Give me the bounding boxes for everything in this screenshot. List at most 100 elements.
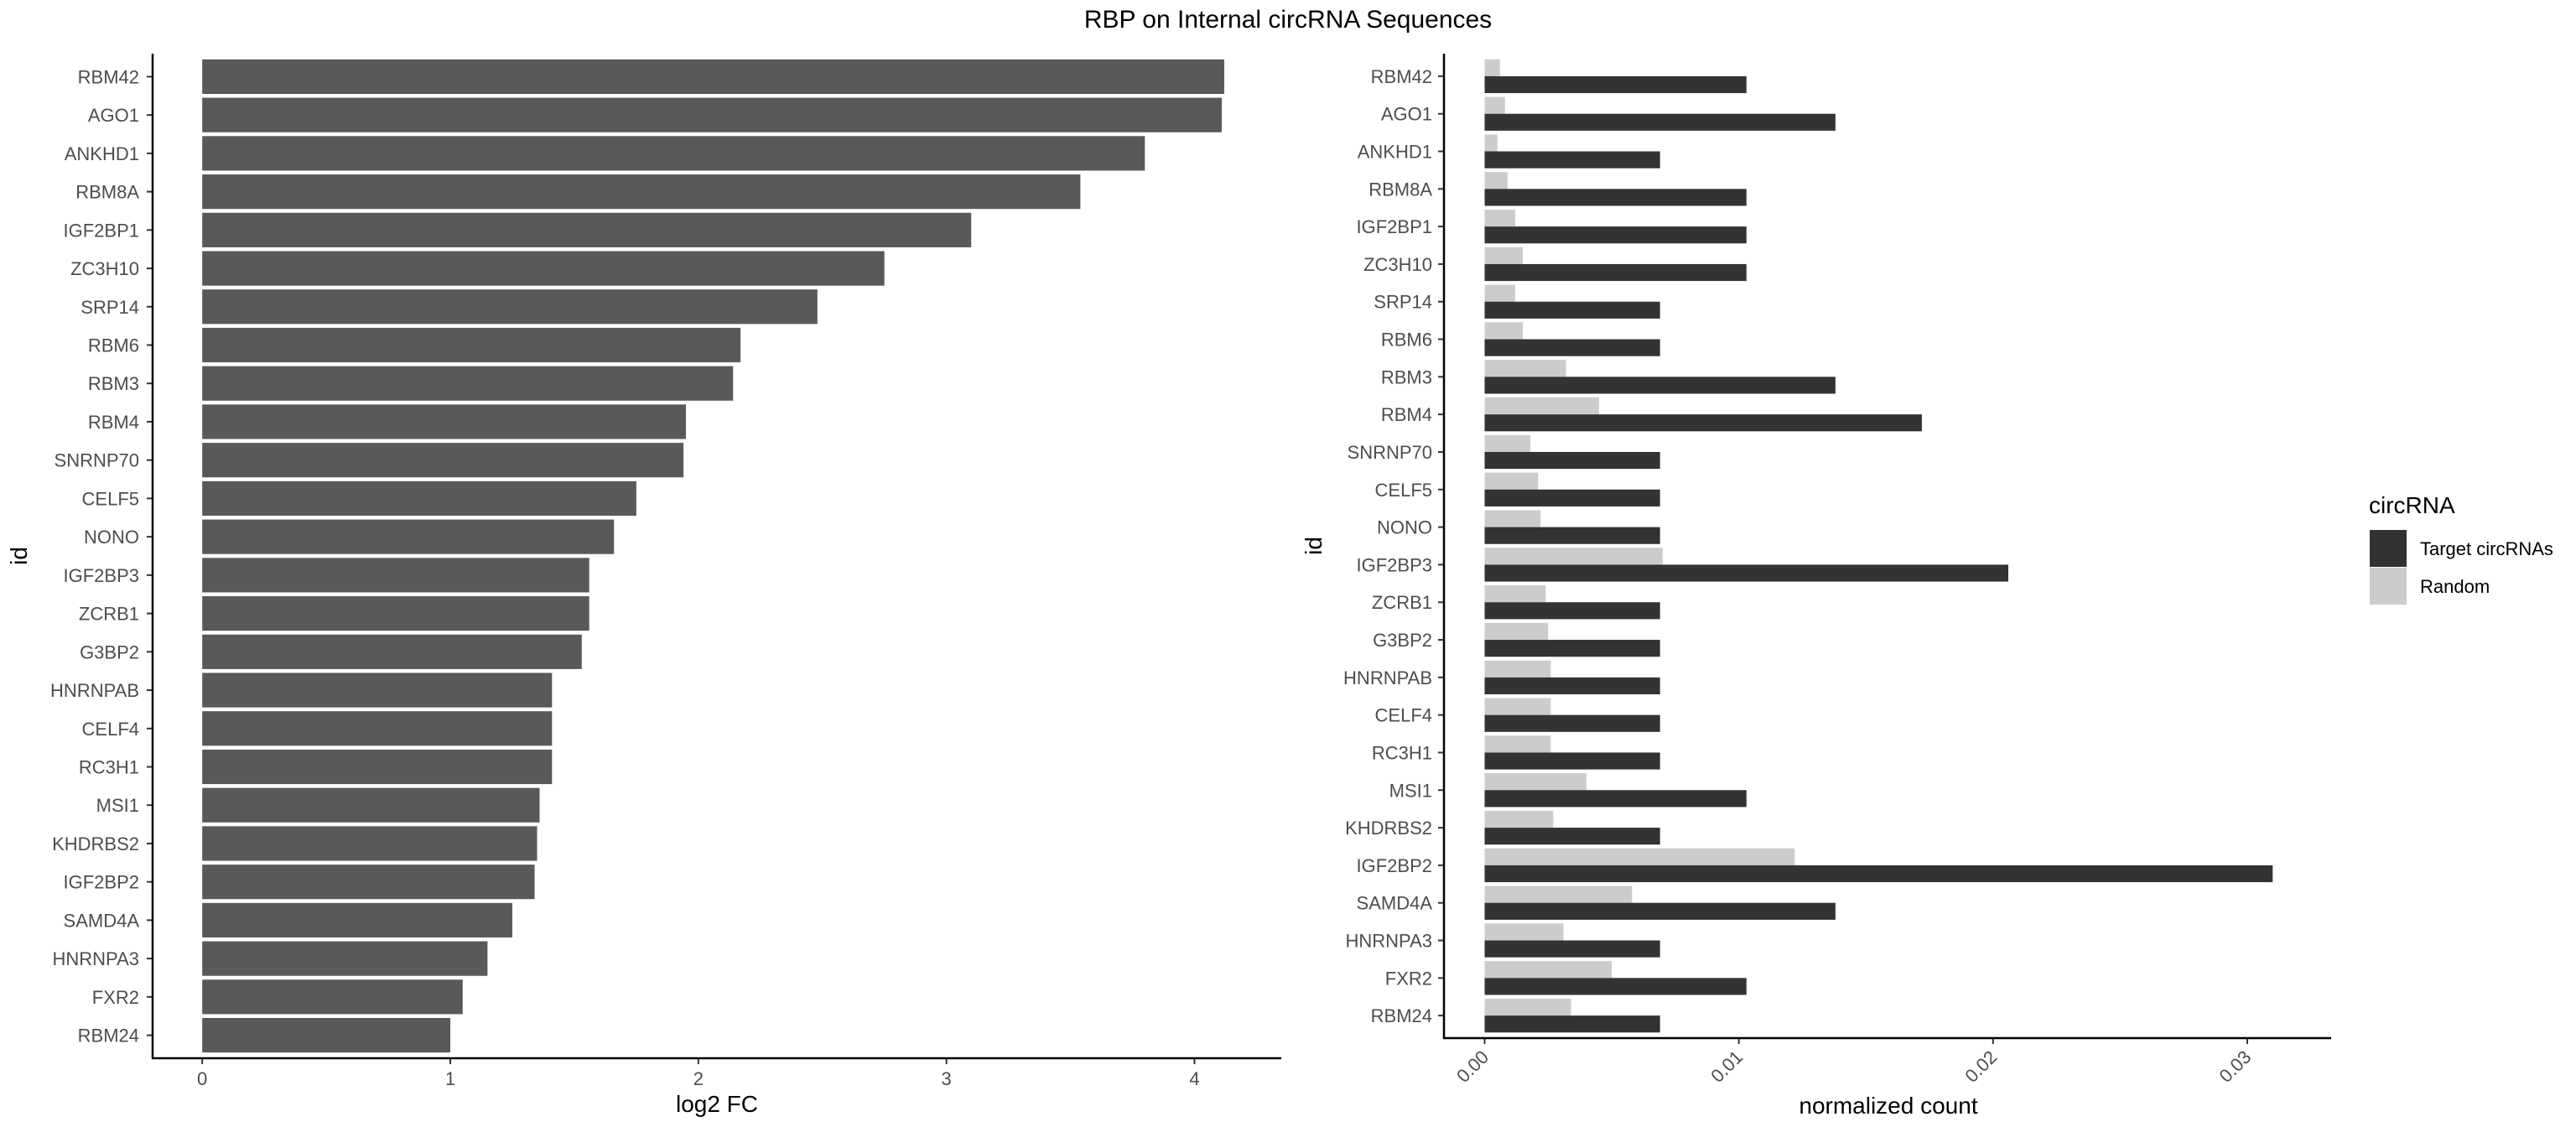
normalized-count-panel: RBM42 AGO1 ANKHD1 RBM8A IGF2BP1 ZC3H10 SRP14 RB… (1301, 54, 2331, 1119)
bar-target-celf4 (1484, 714, 1660, 732)
bar-random-rbm8a (1484, 172, 1508, 190)
bar-log2fc-hnrnpab (202, 673, 553, 708)
y-tick-label-zcrb1: ZCRB1 (79, 604, 139, 625)
y-tick-label-rbm4: RBM4 (88, 412, 139, 433)
y-tick-label-zc3h10: ZC3H10 (70, 258, 139, 279)
bar-random-fxr2 (1484, 961, 1613, 979)
y-tick-label-celf4: CELF4 (82, 719, 139, 740)
y-tick-label-hnrnpa3: HNRNPA3 (1345, 930, 1432, 951)
bar-random-rbm3 (1484, 360, 1566, 377)
y-tick-label-rbm42: RBM42 (1371, 66, 1432, 87)
bar-random-samd4a (1484, 886, 1633, 903)
normalized-count-bars (1484, 59, 2273, 1033)
log2fc-bars (202, 59, 1224, 1053)
y-tick-label-rbm4: RBM4 (1381, 404, 1432, 425)
y-tick-label-igf2bp2: IGF2BP2 (64, 872, 139, 893)
bar-random-g3bp2 (1484, 622, 1549, 641)
y-tick-label-ankhd1: ANKHD1 (1358, 142, 1432, 163)
bar-random-igf2bp3 (1484, 548, 1663, 565)
bar-random-msi1 (1484, 773, 1587, 791)
bar-log2fc-igf2bp2 (202, 865, 535, 900)
y-tick-label-fxr2: FXR2 (1385, 968, 1432, 989)
bar-target-ankhd1 (1484, 151, 1660, 169)
bar-log2fc-srp14 (202, 289, 818, 325)
y-tick-label-hnrnpa3: HNRNPA3 (52, 948, 139, 969)
y-tick-label-khdrbs2: KHDRBS2 (52, 834, 139, 854)
y-tick-label-samd4a: SAMD4A (64, 910, 140, 931)
bar-target-celf5 (1484, 489, 1660, 506)
bar-log2fc-snrnp70 (202, 443, 684, 478)
bar-random-igf2bp1 (1484, 209, 1515, 227)
bar-target-zc3h10 (1484, 263, 1747, 282)
y-tick-label-rbm6: RBM6 (88, 335, 139, 356)
bar-target-rbm4 (1484, 414, 1922, 432)
bar-random-rc3h1 (1484, 735, 1551, 753)
bar-target-g3bp2 (1484, 640, 1660, 657)
y-tick-label-rbm3: RBM3 (1381, 366, 1432, 387)
bar-log2fc-celf4 (202, 711, 553, 746)
bar-target-rbm24 (1484, 1015, 1660, 1033)
y-tick-label-rbm6: RBM6 (1381, 330, 1432, 351)
y-tick-label-rbm8a: RBM8A (1368, 179, 1432, 200)
y-tick-label-ago1: AGO1 (88, 105, 139, 126)
bar-target-igf2bp1 (1484, 226, 1747, 244)
y-tick-label-igf2bp1: IGF2BP1 (64, 220, 139, 241)
y-tick-label-celf4: CELF4 (1375, 705, 1432, 726)
bar-random-khdrbs2 (1484, 810, 1554, 828)
legend-swatch-target-circrnas (2370, 530, 2407, 567)
bar-log2fc-zc3h10 (202, 251, 885, 286)
bar-log2fc-celf5 (202, 480, 636, 516)
y-tick-label-rbm24: RBM24 (78, 1026, 139, 1046)
bar-target-rbm8a (1484, 189, 1747, 206)
left-y-axis-title: id (6, 547, 32, 565)
y-tick-label-ankhd1: ANKHD1 (65, 143, 139, 164)
legend-label-random: Random (2420, 576, 2490, 597)
y-tick-label-g3bp2: G3BP2 (1373, 630, 1432, 651)
bar-random-srp14 (1484, 284, 1515, 302)
legend-title: circRNA (2369, 492, 2455, 518)
y-tick-label-zcrb1: ZCRB1 (1372, 592, 1432, 613)
bar-random-ago1 (1484, 96, 1505, 114)
bar-random-rbm4 (1484, 397, 1599, 415)
right-y-axis-title: id (1301, 537, 1327, 555)
legend: circRNA Target circRNAs Random (2369, 492, 2553, 605)
bar-log2fc-hnrnpa3 (202, 941, 488, 976)
bar-target-msi1 (1484, 790, 1747, 808)
x-tick-label-3: 3 (942, 1068, 952, 1089)
bar-target-hnrnpab (1484, 677, 1660, 694)
y-tick-label-rc3h1: RC3H1 (1372, 742, 1432, 763)
y-tick-label-rc3h1: RC3H1 (79, 756, 139, 777)
y-tick-label-nono: NONO (1377, 517, 1432, 538)
y-tick-label-srp14: SRP14 (1374, 292, 1432, 313)
y-tick-label-g3bp2: G3BP2 (80, 641, 139, 662)
right-x-axis-title: normalized count (1799, 1093, 1977, 1119)
bar-log2fc-ankhd1 (202, 136, 1145, 171)
left-x-axis-title: log2 FC (676, 1091, 758, 1117)
bar-target-rbm6 (1484, 339, 1660, 356)
bar-log2fc-rbm8a (202, 174, 1081, 210)
x-tick-label-1: 1 (445, 1068, 455, 1089)
x-tick-label-4: 4 (1189, 1068, 1199, 1089)
bar-log2fc-zcrb1 (202, 596, 589, 631)
bar-log2fc-samd4a (202, 902, 512, 937)
bar-log2fc-igf2bp1 (202, 212, 972, 247)
bar-target-nono (1484, 527, 1660, 544)
y-tick-label-hnrnpab: HNRNPAB (50, 680, 139, 701)
bar-log2fc-khdrbs2 (202, 826, 538, 861)
bar-target-igf2bp2 (1484, 865, 2273, 883)
bar-random-hnrnpa3 (1484, 923, 1564, 941)
bar-log2fc-g3bp2 (202, 634, 582, 669)
y-tick-label-nono: NONO (84, 527, 139, 548)
y-tick-label-celf5: CELF5 (82, 488, 139, 509)
y-tick-label-rbm24: RBM24 (1371, 1005, 1432, 1026)
bar-random-nono (1484, 510, 1541, 527)
log2fc-bar-panel: RBM42AGO1ANKHD1RBM8AIGF2BP1ZC3H10SRP14RB… (6, 54, 1281, 1117)
bar-target-fxr2 (1484, 978, 1747, 995)
bar-log2fc-rbm42 (202, 59, 1224, 95)
bar-log2fc-rc3h1 (202, 749, 553, 785)
y-tick-label-rbm3: RBM3 (88, 373, 139, 394)
y-tick-label-hnrnpab: HNRNPAB (1343, 667, 1432, 688)
bar-target-ago1 (1484, 113, 1836, 131)
bar-random-hnrnpab (1484, 660, 1551, 678)
y-tick-label-snrnp70: SNRNP70 (55, 450, 139, 471)
